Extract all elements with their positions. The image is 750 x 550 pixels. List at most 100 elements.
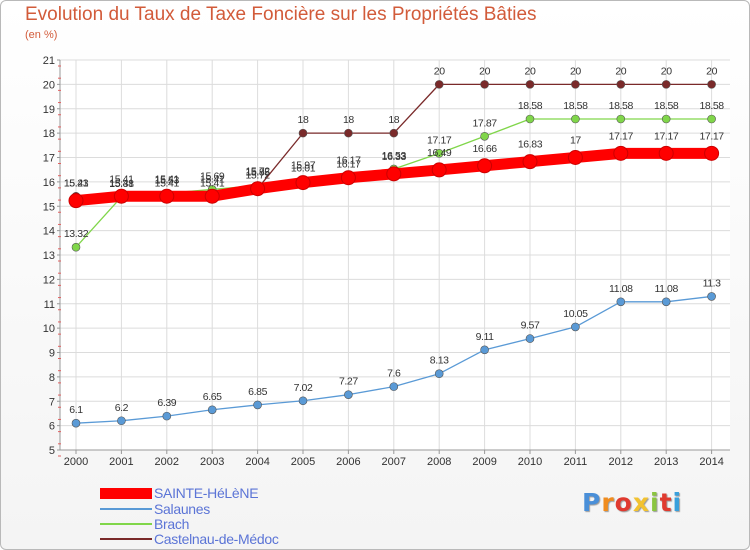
- series-point-3: [298, 128, 308, 138]
- series-point-0: [522, 154, 538, 170]
- data-label-2: 16.01: [291, 163, 316, 175]
- data-label-3: 15.41: [200, 177, 225, 189]
- data-label-3: 15.41: [155, 177, 180, 189]
- legend-item: Salaunes: [100, 502, 210, 516]
- legend-label: Castelnau-de-Médoc: [154, 531, 279, 547]
- series-point-1: [344, 390, 353, 399]
- x-tick-label: 2008: [427, 456, 451, 468]
- series-point-1: [707, 292, 716, 301]
- data-label-1: 11.3: [703, 277, 722, 289]
- data-label-0: 16.17: [336, 155, 361, 167]
- data-label-1: 7.27: [339, 376, 358, 388]
- data-label-3: 20: [479, 65, 490, 77]
- series-point-0: [431, 162, 447, 178]
- series-point-1: [480, 345, 489, 355]
- y-tick-label: 15: [43, 201, 55, 213]
- data-label-2: 15.53: [155, 174, 180, 186]
- series-point-1: [162, 411, 172, 421]
- data-label-3: 18: [343, 114, 354, 126]
- x-tick-label: 2001: [109, 456, 133, 468]
- data-label-2: 15.38: [109, 178, 134, 190]
- data-label-2: 18.58: [699, 100, 724, 112]
- x-tick-label: 2012: [609, 456, 633, 468]
- x-tick-label: 2014: [699, 456, 723, 468]
- series-point-1: [389, 382, 399, 391]
- legend-item: Castelnau-de-Médoc: [100, 532, 279, 546]
- data-label-2: 15.69: [200, 170, 225, 182]
- data-label-1: 6.65: [203, 391, 222, 403]
- data-label-1: 10.05: [563, 308, 588, 320]
- y-tick-label: 20: [43, 79, 55, 91]
- x-tick-label: 2002: [155, 456, 179, 468]
- logo-letter: x: [632, 488, 650, 517]
- legend-swatch: [100, 538, 152, 540]
- y-tick-label: 16: [43, 177, 55, 189]
- series-point-1: [661, 297, 671, 307]
- y-tick-label: 9: [49, 348, 55, 360]
- data-label-1: 6.2: [115, 402, 129, 414]
- data-label-0: 15.41: [155, 173, 180, 185]
- series-point-2: [571, 114, 580, 124]
- series-point-0: [204, 188, 220, 204]
- series-point-3: [480, 80, 489, 89]
- data-label-3: 15.41: [64, 177, 89, 189]
- series-point-0: [613, 145, 629, 161]
- x-tick-label: 2009: [472, 456, 496, 468]
- data-label-3: 18: [388, 114, 399, 126]
- proxiti-logo: Proxiti: [582, 488, 682, 517]
- data-label-0: 17.17: [609, 130, 634, 142]
- series-point-1: [253, 400, 262, 410]
- data-label-1: 7.6: [387, 368, 401, 380]
- y-tick-label: 8: [49, 372, 55, 384]
- data-label-0: 16.49: [427, 147, 452, 159]
- legend-item: SAINTE-HéLèNE: [100, 486, 259, 500]
- x-tick-label: 2004: [245, 456, 269, 468]
- data-label-2: 13.32: [64, 228, 89, 240]
- series-point-0: [340, 170, 356, 186]
- data-label-0: 16.33: [382, 151, 407, 163]
- data-label-3: 20: [434, 65, 445, 77]
- logo-letter: P: [582, 488, 602, 517]
- data-label-2: 18.58: [518, 100, 543, 112]
- series-point-3: [434, 80, 444, 89]
- y-tick-label: 13: [43, 250, 55, 262]
- y-tick-label: 14: [43, 226, 55, 238]
- data-label-2: 17.87: [472, 117, 497, 129]
- series-point-0: [159, 188, 175, 204]
- y-tick-label: 6: [49, 421, 55, 433]
- logo-letter: r: [601, 488, 615, 517]
- series-point-1: [525, 334, 535, 343]
- data-label-1: 6.1: [69, 404, 83, 416]
- series-point-3: [707, 80, 716, 89]
- series-point-1: [207, 405, 217, 415]
- x-tick-label: 2007: [382, 456, 406, 468]
- logo-letter: o: [614, 488, 633, 517]
- data-label-3: 20: [525, 65, 536, 77]
- data-label-1: 9.11: [476, 331, 495, 343]
- data-label-1: 8.13: [430, 355, 449, 367]
- y-tick-label: 17: [43, 153, 55, 165]
- legend-swatch: [100, 487, 152, 499]
- legend-swatch: [100, 523, 152, 525]
- series-point-2: [707, 114, 716, 124]
- data-label-3: 15.72: [245, 170, 270, 182]
- legend-item: Brach: [100, 517, 189, 531]
- data-label-0: 15.23: [64, 178, 89, 190]
- series-point-1: [298, 396, 308, 406]
- data-label-0: 17: [570, 135, 581, 147]
- y-tick-label: 18: [43, 128, 55, 140]
- data-label-3: 20: [570, 65, 581, 77]
- data-label-1: 11.08: [609, 283, 633, 295]
- x-tick-label: 2010: [518, 456, 542, 468]
- y-tick-label: 11: [44, 299, 55, 311]
- data-label-3: 20: [615, 65, 626, 77]
- series-point-0: [477, 158, 493, 174]
- data-label-3: 18: [298, 114, 309, 126]
- series-point-3: [616, 80, 626, 89]
- data-label-1: 6.39: [157, 397, 176, 409]
- x-tick-label: 2011: [564, 456, 588, 468]
- x-tick-label: 2003: [200, 456, 224, 468]
- series-point-2: [616, 114, 626, 124]
- data-label-1: 9.57: [521, 320, 540, 332]
- data-label-0: 15.97: [291, 160, 316, 172]
